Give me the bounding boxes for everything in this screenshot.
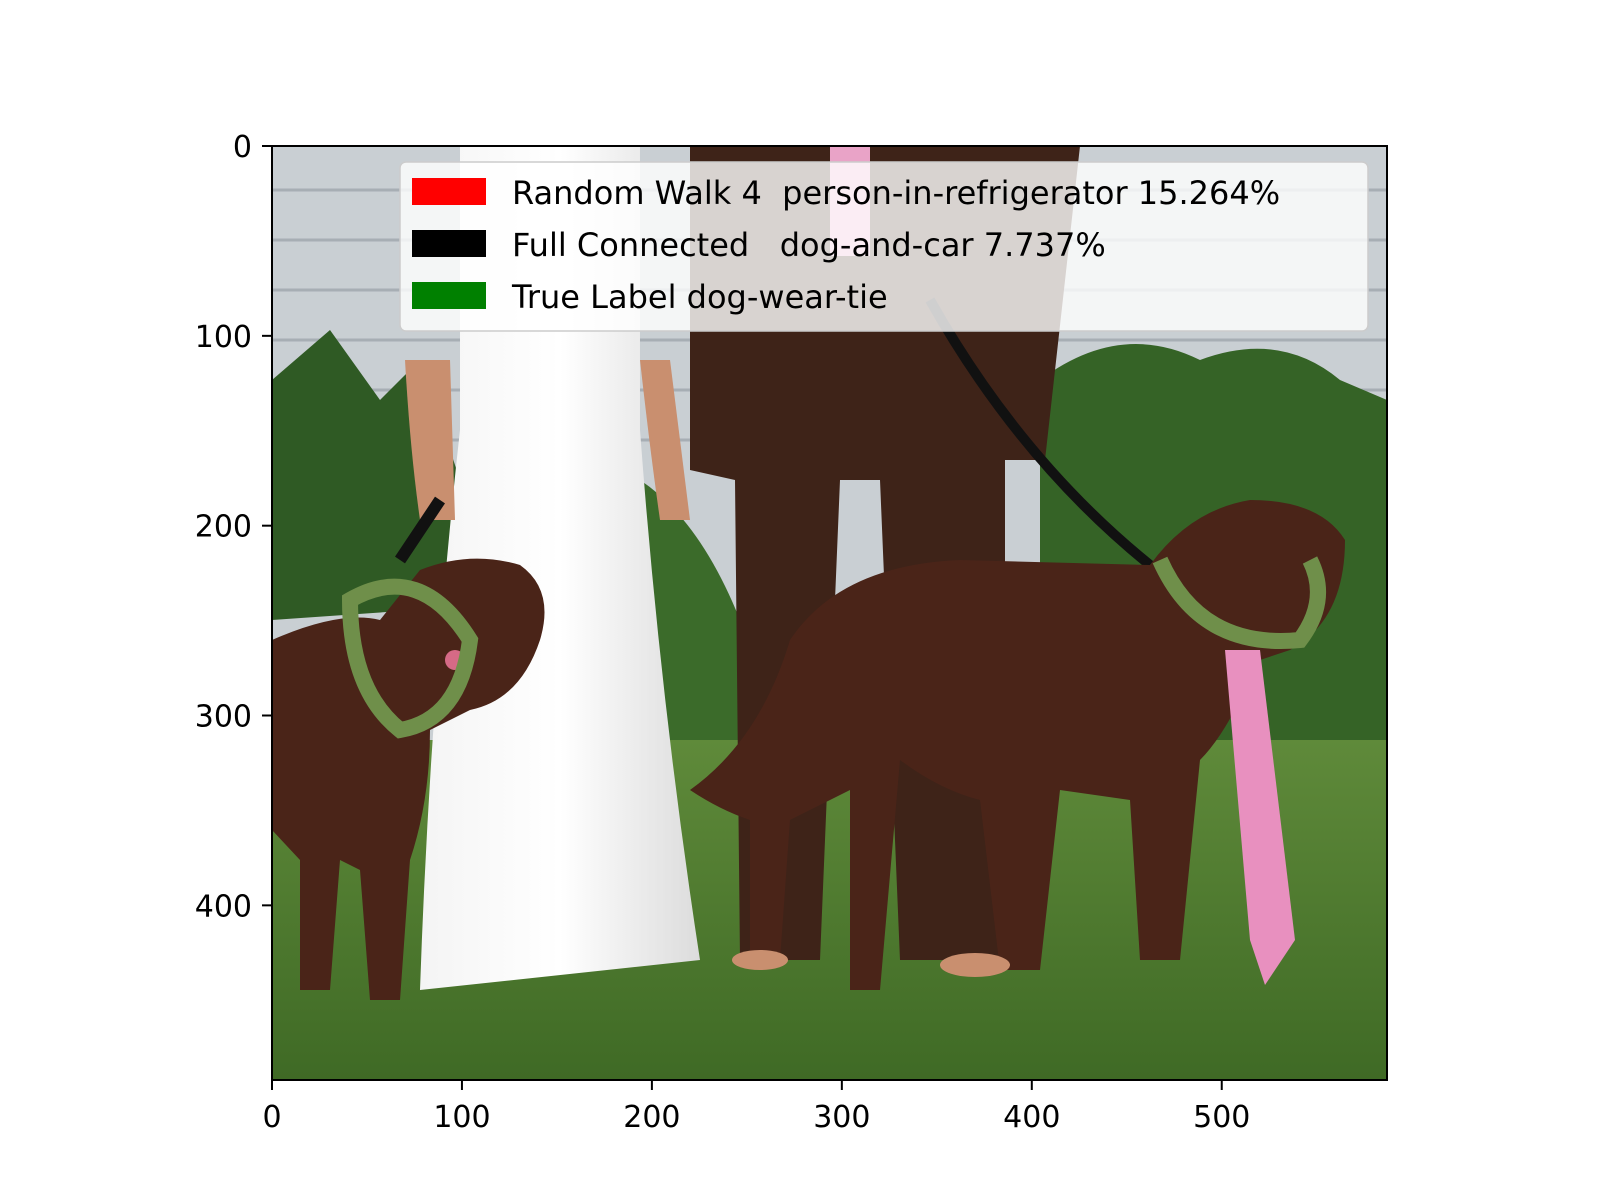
- x-tick-label: 500: [1193, 1100, 1250, 1135]
- x-axis: 0 100 200 300 400 500: [262, 1080, 1250, 1135]
- x-tick-label: 200: [623, 1100, 680, 1135]
- legend-box: [399, 161, 1369, 332]
- legend-label-true-label: True Label dog-wear-tie: [511, 278, 888, 316]
- legend: Random Walk 4 person-in-refrigerator 15.…: [399, 161, 1369, 332]
- legend-swatch-random-walk: [412, 178, 486, 205]
- y-tick-label: 400: [195, 889, 252, 924]
- legend-swatch-true-label: [412, 282, 486, 309]
- x-tick-label: 300: [813, 1100, 870, 1135]
- y-tick-label: 200: [195, 510, 252, 545]
- axes-frame: [271, 145, 1388, 1081]
- y-axis: 0 100 200 300 400: [195, 130, 272, 924]
- legend-swatch-full-connected: [412, 230, 486, 257]
- legend-label-full-connected: Full Connected dog-and-car 7.737%: [512, 226, 1106, 264]
- x-tick-label: 100: [433, 1100, 490, 1135]
- x-tick-label: 400: [1003, 1100, 1060, 1135]
- y-tick-label: 100: [195, 320, 252, 355]
- x-tick-label: 0: [262, 1100, 281, 1135]
- y-tick-label: 300: [195, 700, 252, 735]
- legend-label-random-walk: Random Walk 4 person-in-refrigerator 15.…: [512, 174, 1280, 212]
- y-tick-label: 0: [233, 130, 252, 165]
